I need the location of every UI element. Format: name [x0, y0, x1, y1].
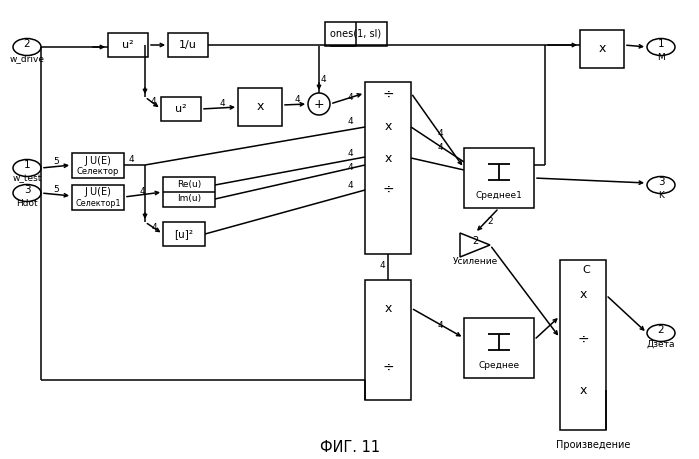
Text: 4: 4	[139, 186, 145, 196]
Text: Дзета: Дзета	[647, 340, 675, 348]
Text: Селектор: Селектор	[77, 168, 120, 177]
Text: K: K	[658, 191, 664, 201]
Text: 4: 4	[437, 320, 442, 330]
Text: M: M	[657, 54, 665, 62]
Text: x: x	[384, 151, 391, 164]
Text: 4: 4	[294, 95, 300, 105]
Bar	[72, 185, 124, 210]
Text: 4: 4	[347, 118, 353, 127]
Text: 2: 2	[24, 39, 30, 49]
Bar	[238, 88, 282, 126]
Text: 4: 4	[150, 97, 156, 106]
Text: Селектор1: Селектор1	[75, 198, 121, 207]
Text: +: +	[314, 97, 324, 111]
Bar	[580, 30, 624, 68]
Bar	[464, 148, 534, 208]
Text: ÷: ÷	[382, 88, 394, 102]
Bar	[365, 280, 411, 400]
Text: Hdot: Hdot	[16, 200, 38, 208]
Ellipse shape	[647, 325, 675, 341]
Polygon shape	[460, 233, 490, 257]
Text: ФИГ. 11: ФИГ. 11	[320, 440, 380, 454]
Text: x: x	[579, 384, 586, 397]
Bar	[163, 177, 215, 207]
Text: Произведение: Произведение	[556, 440, 630, 450]
Text: J U(E): J U(E)	[85, 156, 111, 166]
Text: 3: 3	[24, 185, 30, 195]
Text: x: x	[257, 101, 264, 113]
Text: x: x	[579, 289, 586, 302]
Ellipse shape	[647, 177, 675, 194]
Bar	[108, 33, 148, 57]
Circle shape	[308, 93, 330, 115]
Ellipse shape	[13, 159, 41, 177]
Text: 1: 1	[24, 160, 30, 170]
Text: 5: 5	[53, 185, 59, 194]
Text: ÷: ÷	[577, 333, 589, 347]
Text: 1: 1	[658, 39, 664, 49]
Text: 4: 4	[347, 93, 353, 101]
Text: w_drive: w_drive	[10, 55, 45, 63]
Bar	[72, 153, 124, 178]
Text: Среднее1: Среднее1	[475, 190, 522, 200]
Text: [u]²: [u]²	[175, 229, 194, 239]
Text: 2: 2	[487, 218, 493, 226]
Bar	[161, 97, 201, 121]
Text: 3: 3	[658, 177, 664, 187]
Text: x: x	[384, 302, 391, 314]
Text: 4: 4	[437, 129, 442, 138]
Text: x: x	[384, 121, 391, 134]
Text: 1/u: 1/u	[179, 40, 197, 50]
Text: u²: u²	[175, 104, 187, 114]
Ellipse shape	[13, 185, 41, 202]
Text: 4: 4	[320, 75, 326, 84]
Bar	[365, 82, 411, 254]
Text: C: C	[582, 265, 590, 275]
Text: Re(u): Re(u)	[177, 180, 201, 190]
Text: 4: 4	[347, 181, 353, 190]
Text: x: x	[598, 43, 606, 56]
Text: Среднее: Среднее	[478, 360, 519, 369]
Text: 4: 4	[379, 261, 385, 269]
Text: 5: 5	[53, 157, 59, 166]
Bar	[325, 22, 387, 46]
Text: 4: 4	[347, 149, 353, 157]
Text: 2: 2	[472, 236, 478, 246]
Text: 4: 4	[128, 155, 134, 163]
Text: J U(E): J U(E)	[85, 187, 111, 197]
Text: 2: 2	[658, 325, 664, 335]
Bar	[560, 260, 606, 430]
Text: ÷: ÷	[382, 183, 394, 197]
Text: 4: 4	[347, 163, 353, 173]
Ellipse shape	[13, 39, 41, 56]
Text: 4: 4	[437, 144, 442, 152]
Bar	[464, 318, 534, 378]
Text: 4: 4	[151, 224, 157, 233]
Text: w_test: w_test	[13, 174, 42, 184]
Text: 4: 4	[219, 99, 225, 107]
Bar	[163, 222, 205, 246]
Text: ones(1, sl): ones(1, sl)	[331, 29, 382, 39]
Text: ÷: ÷	[382, 361, 394, 375]
Ellipse shape	[647, 39, 675, 56]
Text: Im(u): Im(u)	[177, 195, 201, 203]
Text: u²: u²	[122, 40, 134, 50]
Bar	[168, 33, 208, 57]
Text: Усиление: Усиление	[452, 257, 498, 267]
